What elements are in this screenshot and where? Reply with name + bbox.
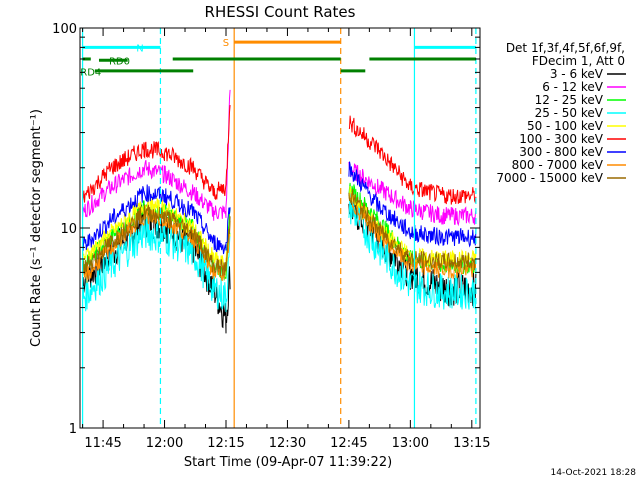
series-line-1-0 <box>82 89 231 221</box>
legend-header-line1: Det 1f,3f,4f,5f,6f,9f, <box>506 41 625 55</box>
flag-label-RD4: RD4 <box>80 67 101 78</box>
flag-label-S: S <box>223 38 229 49</box>
axes-group: 11:45 12:00 12:15 12:30 12:45 13:00 13:15 1 10 10… <box>52 22 490 451</box>
x-tick-label: 11:45 <box>84 436 121 451</box>
legend-label: 7000 - 15000 keV <box>496 171 603 185</box>
x-tick-label: 12:15 <box>207 436 244 451</box>
flag-label-N: N <box>136 43 143 54</box>
series-line-1-1 <box>348 161 477 227</box>
series-line-8-1 <box>348 188 477 271</box>
legend-label: 25 - 50 keV <box>535 106 604 120</box>
x-tick-label: 13:15 <box>453 436 490 451</box>
legend-label: 800 - 7000 keV <box>512 158 604 172</box>
x-tick-label: 13:00 <box>392 436 429 451</box>
y-axis-label: Count Rate (s⁻¹ detector segment⁻¹) <box>29 109 44 347</box>
footer-date: 14-Oct-2021 18:28 <box>551 468 637 478</box>
legend-label: 12 - 25 keV <box>535 93 604 107</box>
x-axis-label: Start Time (09-Apr-07 11:39:22) <box>184 455 392 470</box>
legend-header-line2: FDecim 1, Att 0 <box>532 54 625 68</box>
y-tick-label: 10 <box>60 222 77 237</box>
chart-title: RHESSI Count Rates <box>205 3 356 21</box>
series-line-6-0 <box>82 184 231 255</box>
series-line-6-1 <box>348 161 477 248</box>
legend-label: 100 - 300 keV <box>519 132 603 146</box>
legend-label: 6 - 12 keV <box>542 80 604 94</box>
legend-label: 50 - 100 keV <box>527 119 604 133</box>
y-tick-label: 100 <box>52 22 77 37</box>
flag-label-RD0: RD0 <box>109 56 130 67</box>
series-line-8-0 <box>82 204 231 277</box>
x-tick-label: 12:00 <box>146 436 183 451</box>
x-tick-label: 12:30 <box>269 436 306 451</box>
series-group <box>82 89 477 334</box>
legend-label: 300 - 800 keV <box>519 145 603 159</box>
y-tick-label: 1 <box>69 422 77 437</box>
series-line-5-0 <box>82 105 231 203</box>
series-line-3-0 <box>82 215 231 313</box>
legend-label: 3 - 6 keV <box>550 67 604 81</box>
flag-bars-group: N S RD0 RD4 <box>80 38 476 78</box>
series-line-5-1 <box>348 115 477 205</box>
x-tick-label: 12:45 <box>330 436 367 451</box>
